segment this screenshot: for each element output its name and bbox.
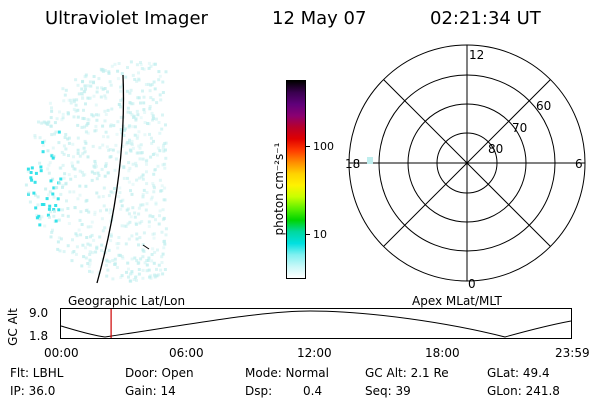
status-glon: GLon: 241.8 [487,384,560,398]
orbit-y-min-label: 1.8 [29,329,49,343]
status-filter: Flt: LBHL [10,366,64,380]
mlt-label-18: 18 [345,157,360,171]
instrument-title: Ultraviolet Imager [45,8,208,29]
orbit-altitude-curve [60,310,572,338]
colorbar-tick-100 [305,146,310,147]
limb-mark [142,244,150,250]
colorbar-tick-label-100: 100 [313,140,334,153]
orbit-axis-title: GC Alt [6,308,20,346]
colorbar-gradient [287,81,305,278]
time-tick-1200: 12:00 [297,346,332,360]
mlat-label-70: 70 [512,121,527,135]
orbit-plot-frame [60,308,572,339]
status-ip: IP: 36.0 [10,384,56,398]
status-mode: Mode: Normal [245,366,329,380]
mlt-label-12: 12 [469,48,484,62]
colorbar-tick-10 [305,234,310,235]
image-time: 02:21:34 UT [430,8,541,29]
time-tick-0000: 00:00 [44,346,79,360]
polar-mlat-mlt-plot: 12 18 6 0 60 70 80 [345,44,586,291]
orbit-y-max-label: 9.0 [29,306,49,320]
mlat-label-60: 60 [536,99,551,113]
terminator-line [96,74,125,284]
status-seq: Seq: 39 [365,384,411,398]
coord-system-left: Geographic Lat/Lon [68,294,186,308]
time-tick-0600: 06:00 [169,346,204,360]
orbit-altitude-plot [60,308,572,339]
image-date: 12 May 07 [272,8,367,29]
colorbar-unit-label: photon cm⁻²s⁻¹ [272,142,286,236]
time-tick-2359: 23:59 [555,346,590,360]
status-gain: Gain: 14 [125,384,176,398]
colorbar [286,80,306,279]
polar-diagonal-2 [383,79,551,247]
time-tick-1800: 18:00 [425,346,460,360]
status-glat: GLat: 49.4 [487,366,550,380]
coord-system-right: Apex MLat/MLT [412,294,502,308]
polar-aurora-patch [367,157,373,164]
status-dsp-label: Dsp: [245,384,273,398]
mlat-label-80: 80 [488,142,503,156]
auroral-emission [24,60,168,283]
status-gc-alt: GC Alt: 2.1 Re [365,366,449,380]
earth-disk-image [24,60,168,284]
status-door: Door: Open [125,366,194,380]
status-dsp-value: 0.4 [303,384,323,398]
mlt-label-0: 0 [468,277,476,291]
colorbar-tick-label-10: 10 [313,228,327,241]
mlt-label-6: 6 [575,157,583,171]
